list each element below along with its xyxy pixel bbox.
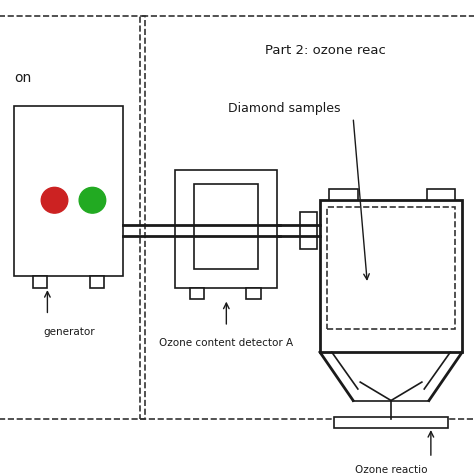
Bar [190, 288, 204, 299]
Bar [300, 212, 317, 248]
Circle shape [79, 187, 106, 213]
Bar [175, 170, 277, 288]
Text: Part 2: ozone reac: Part 2: ozone reac [265, 44, 386, 57]
Bar [329, 189, 358, 200]
Bar [14, 106, 123, 276]
Bar [427, 189, 455, 200]
Bar [327, 207, 455, 329]
Text: Ozone reactio: Ozone reactio [355, 465, 427, 474]
Text: on: on [14, 71, 31, 85]
Bar [0, 16, 145, 419]
Text: Ozone content detector A: Ozone content detector A [159, 338, 293, 348]
Bar [140, 16, 474, 419]
Bar [246, 288, 261, 299]
Text: generator: generator [43, 327, 94, 337]
Bar [334, 417, 448, 428]
Text: Diamond samples: Diamond samples [228, 102, 340, 115]
Bar [194, 184, 258, 269]
Bar [33, 276, 47, 288]
Bar [90, 276, 104, 288]
Bar [320, 200, 462, 352]
Circle shape [41, 187, 68, 213]
